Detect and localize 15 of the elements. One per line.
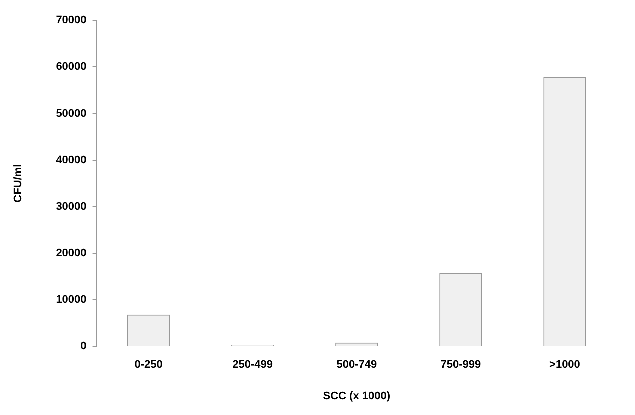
x-axis-title: SCC (x 1000) xyxy=(323,390,391,402)
y-tick-label: 50000 xyxy=(56,108,87,120)
y-tick-label: 10000 xyxy=(56,294,87,306)
y-axis-title: CFU/ml xyxy=(12,164,25,203)
x-tick-label: 250-499 xyxy=(232,359,274,372)
y-tick-label: 60000 xyxy=(56,61,87,74)
y-tick-label: 0 xyxy=(80,340,87,353)
y-tick-label: 30000 xyxy=(56,200,87,213)
x-tick-label: 500-749 xyxy=(336,359,378,372)
y-tick-label: 20000 xyxy=(56,247,87,260)
x-tick-label: >1000 xyxy=(550,359,580,372)
y-tick-label: 70000 xyxy=(56,14,87,27)
y-tick-label: 40000 xyxy=(56,154,87,166)
x-tick-label: 750-999 xyxy=(440,359,482,372)
x-tick-label: 0-250 xyxy=(134,359,163,372)
